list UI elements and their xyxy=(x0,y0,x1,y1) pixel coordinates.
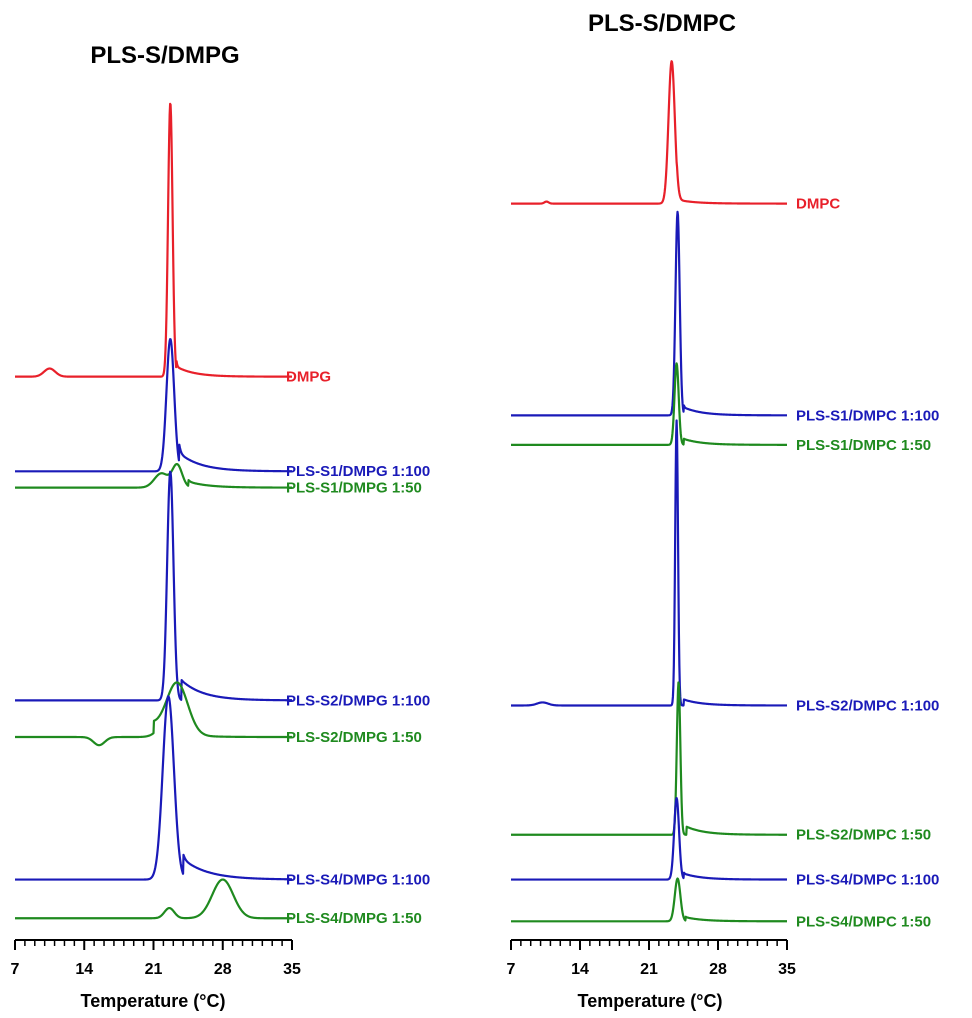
curve-pls-s1-dmpg-1-50 xyxy=(14,462,293,489)
curve-labels: DMPC PLS-S1/DMPC 1:100 PLS-S1/DMPC 1:50 PLS… xyxy=(796,196,939,931)
curve-pls-s4-dmpg-1-50 xyxy=(14,878,293,920)
x-axis-label: Temperature (°C) xyxy=(578,991,723,1011)
curve-pls-s1-dmpg-1-100 xyxy=(14,338,293,473)
curve-label: PLS-S1/DMPG 1:50 xyxy=(286,480,422,497)
curve-label: PLS-S2/DMPC 1:50 xyxy=(796,827,931,844)
x-axis: 7 14 21 28 35 xyxy=(11,939,301,978)
curve-label: PLS-S4/DMPC 1:50 xyxy=(796,913,931,930)
curve-pls-s2-dmpg-1-100 xyxy=(14,470,293,702)
curve-label: PLS-S4/DMPG 1:50 xyxy=(286,910,422,927)
x-tick-label: 14 xyxy=(75,961,93,978)
curve-dmpc xyxy=(510,60,788,205)
curve-dmpg xyxy=(14,102,293,378)
x-tick-label: 21 xyxy=(145,961,163,978)
x-axis: 7 14 21 28 35 xyxy=(507,939,796,978)
panel-title: PLS-S/DMPG xyxy=(90,42,239,69)
curve-label: DMPC xyxy=(796,196,840,213)
curve-label: PLS-S1/DMPC 1:100 xyxy=(796,407,939,424)
curve-label: DMPG xyxy=(286,369,331,386)
x-tick-label: 35 xyxy=(283,961,301,978)
panel-title: PLS-S/DMPC xyxy=(588,10,736,37)
curve-label: PLS-S2/DMPC 1:100 xyxy=(796,698,939,715)
curve-label: PLS-S1/DMPC 1:50 xyxy=(796,437,931,454)
x-tick-label: 35 xyxy=(778,961,796,978)
curves xyxy=(14,102,293,920)
curve-label: PLS-S4/DMPG 1:100 xyxy=(286,871,430,888)
x-tick-label: 7 xyxy=(11,961,20,978)
curve-pls-s1-dmpc-1-100 xyxy=(510,210,788,417)
curve-pls-s1-dmpc-1-50 xyxy=(510,362,788,446)
x-tick-label: 28 xyxy=(214,961,232,978)
curve-pls-s2-dmpc-1-50 xyxy=(510,681,788,836)
curve-pls-s4-dmpg-1-100 xyxy=(14,695,293,881)
x-tick-label: 14 xyxy=(571,961,589,978)
curve-label: PLS-S2/DMPG 1:50 xyxy=(286,729,422,746)
curve-label: PLS-S4/DMPC 1:100 xyxy=(796,872,939,889)
curve-pls-s2-dmpc-1-100 xyxy=(510,419,788,707)
curve-pls-s2-dmpg-1-50 xyxy=(14,681,293,747)
curve-pls-s4-dmpc-1-50 xyxy=(510,877,788,923)
x-axis-label: Temperature (°C) xyxy=(81,991,226,1011)
curves xyxy=(510,60,788,923)
curve-pls-s4-dmpc-1-100 xyxy=(510,797,788,881)
x-tick-label: 21 xyxy=(640,961,658,978)
curve-label: PLS-S1/DMPG 1:100 xyxy=(286,463,430,480)
curve-label: PLS-S2/DMPG 1:100 xyxy=(286,692,430,709)
x-tick-label: 28 xyxy=(709,961,727,978)
panel-dmpg: PLS-S/DMPG DMPG PLS-S1/DMPG 1:100PLS-S1/D… xyxy=(11,42,431,1011)
x-tick-label: 7 xyxy=(507,961,516,978)
panel-dmpc: PLS-S/DMPC DMPC PLS-S1/DMPC 1:100 PLS-S1/D… xyxy=(507,10,940,1011)
